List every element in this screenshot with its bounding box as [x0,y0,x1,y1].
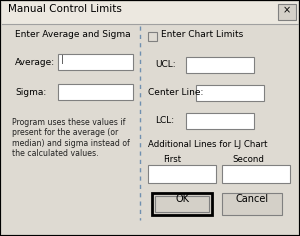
Bar [2,24,298,234]
Text: UCL:: UCL: [155,60,175,69]
Bar [186,57,254,73]
Bar [196,85,264,101]
Bar [186,113,254,129]
Text: Enter Average and Sigma: Enter Average and Sigma [15,30,130,39]
Text: Enter Chart Limits: Enter Chart Limits [161,30,243,39]
Text: |: | [61,55,64,64]
Text: ×: × [283,5,291,15]
Text: Program uses these values if
present for the average (or
median) and sigma inste: Program uses these values if present for… [12,118,130,158]
Bar [148,165,216,183]
Text: OK: OK [175,194,189,204]
Text: Sigma:: Sigma: [15,88,46,97]
Text: Cancel: Cancel [236,194,268,204]
Text: LCL:: LCL: [155,116,174,125]
Bar [58,84,133,100]
Text: Additional Lines for LJ Chart: Additional Lines for LJ Chart [148,140,268,149]
Text: Center Line:: Center Line: [148,88,203,97]
Text: Average:: Average: [15,58,55,67]
Text: Manual Control Limits: Manual Control Limits [8,4,122,14]
Bar [155,196,209,212]
Text: Second: Second [232,155,264,164]
Bar [58,54,133,70]
Bar [278,4,296,20]
Text: First: First [163,155,181,164]
Bar [2,2,298,24]
Bar [152,193,212,215]
Bar [148,32,157,41]
Bar [222,165,290,183]
Bar [222,193,282,215]
